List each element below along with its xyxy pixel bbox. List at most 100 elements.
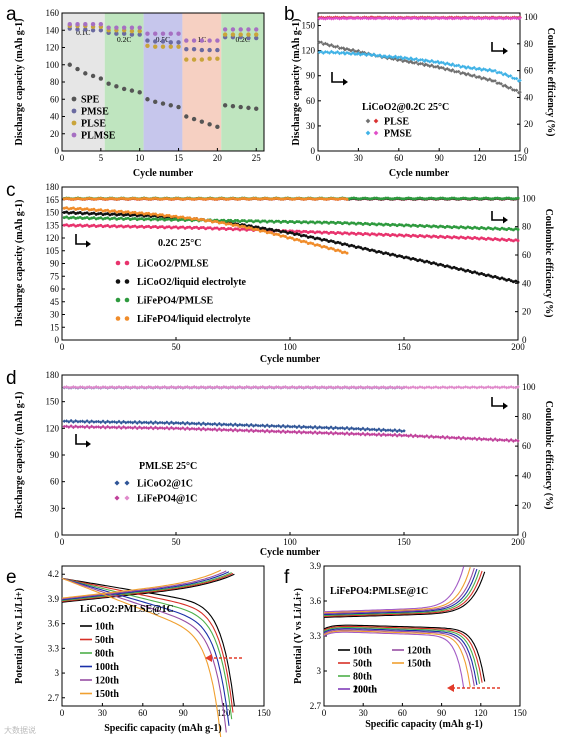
data-point <box>302 233 306 237</box>
data-point <box>313 197 317 201</box>
data-point <box>317 430 322 435</box>
data-point <box>409 196 413 200</box>
data-point <box>336 231 340 235</box>
data-point <box>414 60 419 65</box>
panel-e-letter: e <box>6 567 17 588</box>
data-point <box>368 223 372 227</box>
data-point <box>106 212 110 216</box>
data-point <box>87 208 91 212</box>
data-point <box>290 197 294 201</box>
data-point <box>181 197 185 201</box>
data-point <box>160 31 166 36</box>
data-point <box>236 197 240 201</box>
data-point <box>418 258 422 262</box>
data-point <box>149 226 153 230</box>
data-point <box>338 231 342 235</box>
data-point <box>249 422 254 427</box>
data-point <box>450 236 454 240</box>
data-point <box>242 225 246 229</box>
data-point <box>85 223 89 227</box>
panel-c-y2tick-label: 100 <box>522 193 536 203</box>
data-point <box>246 105 251 111</box>
data-point <box>261 197 265 201</box>
data-point <box>418 434 422 438</box>
data-point <box>441 263 445 267</box>
panel-b-ytick-label: 60 <box>306 96 316 106</box>
data-point <box>274 196 278 200</box>
data-point <box>69 211 73 215</box>
data-point <box>240 423 244 427</box>
data-point <box>499 81 503 86</box>
data-point <box>452 265 456 269</box>
data-point <box>395 254 399 258</box>
data-point <box>199 422 203 427</box>
data-point <box>172 197 176 201</box>
data-point <box>144 420 149 425</box>
data-point <box>340 232 344 236</box>
data-point <box>404 433 409 438</box>
data-point <box>167 427 171 431</box>
data-point <box>334 232 338 236</box>
data-point <box>165 217 169 221</box>
data-point <box>185 216 189 220</box>
legend-marker <box>373 130 379 136</box>
data-point <box>313 243 317 247</box>
data-point <box>304 229 308 233</box>
data-point <box>226 222 230 226</box>
data-point <box>256 228 260 232</box>
data-point <box>320 221 324 225</box>
data-point <box>331 44 336 49</box>
data-point <box>89 424 94 429</box>
data-point <box>361 233 365 237</box>
data-point <box>156 197 160 201</box>
data-point <box>64 424 69 429</box>
data-point <box>279 230 283 234</box>
data-point <box>356 245 360 249</box>
data-point <box>480 226 484 230</box>
data-point <box>146 385 151 389</box>
data-point <box>153 420 158 424</box>
data-point <box>140 213 144 217</box>
data-point <box>174 225 178 229</box>
data-point <box>456 435 461 440</box>
data-point <box>457 226 461 230</box>
data-point <box>215 423 219 427</box>
data-point <box>438 224 442 228</box>
data-point <box>103 420 108 425</box>
data-point <box>78 211 82 215</box>
data-point <box>286 231 290 235</box>
data-point <box>222 385 226 389</box>
data-point <box>197 218 201 222</box>
data-point <box>105 419 110 424</box>
data-point <box>411 197 415 201</box>
data-point <box>345 251 349 255</box>
data-point <box>454 225 458 229</box>
panel-c-xtick-label: 150 <box>397 342 411 352</box>
data-point <box>516 228 520 232</box>
data-point <box>441 225 445 229</box>
data-point <box>319 16 324 21</box>
data-point <box>67 425 71 429</box>
panel-d-y2tick-label: 80 <box>522 411 532 421</box>
data-point <box>493 237 497 241</box>
data-point <box>507 237 511 241</box>
data-point <box>411 233 415 237</box>
data-point <box>295 229 299 233</box>
data-point <box>90 197 94 201</box>
data-point <box>265 197 269 201</box>
data-point <box>261 229 265 233</box>
data-point <box>361 222 365 226</box>
data-point <box>308 425 313 429</box>
data-point <box>498 227 502 231</box>
data-point <box>194 385 199 390</box>
data-point <box>299 240 303 244</box>
data-point <box>340 222 344 226</box>
data-point <box>242 196 246 200</box>
panel-c-ylabel: Discharge capacity (mAh g-1) <box>14 200 25 327</box>
data-point <box>448 265 452 269</box>
data-point <box>397 196 401 200</box>
data-point <box>368 233 372 237</box>
panel-f-ytick-label: 2.7 <box>310 701 322 711</box>
data-point <box>500 226 504 230</box>
panel-d-xtick-label: 0 <box>60 537 65 547</box>
